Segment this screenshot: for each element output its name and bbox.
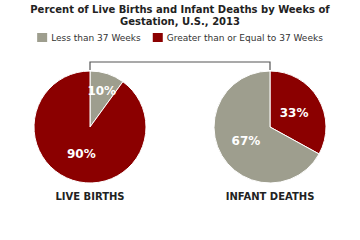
pie-slice — [34, 71, 146, 183]
pie — [214, 71, 326, 183]
pie-title: LIVE BIRTHS — [55, 191, 124, 202]
pie — [34, 71, 146, 183]
legend-swatch — [37, 33, 47, 42]
title-line: Percent of Live Births and Infant Deaths… — [30, 4, 330, 15]
title-line: Gestation, U.S., 2013 — [120, 16, 240, 27]
title: Percent of Live Births and Infant Deaths… — [30, 4, 330, 27]
pie-title: INFANT DEATHS — [226, 191, 315, 202]
data-label: 10% — [87, 84, 116, 98]
data-label: 67% — [232, 134, 261, 148]
chart: Percent of Live Births and Infant Deaths… — [0, 0, 360, 240]
data-label: 33% — [280, 106, 309, 120]
legend: Less than 37 Weeks Greater than or Equal … — [37, 33, 323, 43]
legend-swatch — [153, 33, 163, 42]
legend-label: Less than 37 Weeks — [51, 33, 141, 43]
data-label: 90% — [67, 147, 96, 161]
legend-label: Greater than or Equal to 37 Weeks — [167, 33, 323, 43]
pie-slice — [214, 71, 319, 183]
bracket — [90, 62, 270, 70]
